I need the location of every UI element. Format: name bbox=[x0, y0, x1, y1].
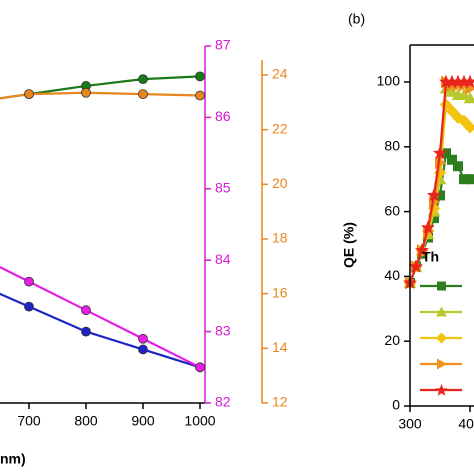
legend-swatch bbox=[437, 358, 447, 370]
point bbox=[138, 344, 148, 355]
point bbox=[465, 174, 474, 185]
point bbox=[462, 74, 474, 88]
y-tick-label: 20 bbox=[384, 332, 400, 348]
point bbox=[195, 71, 205, 82]
y-tick-label: 100 bbox=[377, 73, 401, 89]
x-tick-label: 300 bbox=[398, 416, 422, 432]
y2-tick-label: 16 bbox=[272, 284, 288, 300]
y-axis-label: QE (%) bbox=[341, 222, 357, 268]
x-tick-label: 400 bbox=[458, 416, 474, 432]
point bbox=[445, 104, 459, 118]
point bbox=[420, 220, 436, 234]
legend-swatch bbox=[436, 306, 447, 317]
point bbox=[138, 74, 148, 84]
point bbox=[24, 301, 34, 312]
y-tick-label: 0 bbox=[392, 397, 400, 413]
point bbox=[81, 305, 91, 316]
point bbox=[432, 145, 448, 160]
point bbox=[453, 161, 463, 172]
point bbox=[447, 154, 457, 165]
y-tick-label: 60 bbox=[384, 202, 400, 218]
legend-title: Th bbox=[422, 249, 439, 265]
panel-label: (b) bbox=[348, 11, 365, 27]
y-tick-label: 84 bbox=[215, 251, 231, 267]
point bbox=[24, 89, 34, 100]
point bbox=[81, 326, 91, 337]
point bbox=[138, 333, 148, 344]
y2-tick-label: 20 bbox=[272, 175, 288, 191]
y2-tick-label: 24 bbox=[272, 66, 288, 82]
y-tick-label: 86 bbox=[215, 108, 231, 124]
y2-tick-label: 14 bbox=[272, 339, 288, 355]
y2-tick-label: 22 bbox=[272, 120, 288, 136]
point bbox=[463, 91, 474, 104]
x-tick-label: 900 bbox=[131, 413, 155, 429]
point bbox=[408, 259, 424, 273]
point bbox=[81, 87, 91, 98]
plot-area bbox=[402, 74, 474, 290]
y-tick-label: 82 bbox=[215, 394, 231, 410]
y-tick-label: 40 bbox=[384, 267, 400, 283]
legend-swatch bbox=[437, 281, 446, 291]
point bbox=[24, 276, 34, 287]
point bbox=[445, 85, 459, 97]
point bbox=[195, 362, 205, 373]
x-tick-label: 800 bbox=[74, 413, 98, 429]
y-tick-label: 80 bbox=[384, 138, 400, 154]
x-tick-label: 1000 bbox=[184, 413, 215, 429]
point bbox=[414, 243, 430, 257]
x-axis-label: nm) bbox=[0, 451, 26, 467]
series-line bbox=[0, 292, 201, 369]
y-tick-label: 87 bbox=[215, 37, 231, 53]
point bbox=[457, 88, 471, 100]
point bbox=[457, 114, 471, 128]
point bbox=[195, 90, 205, 101]
point bbox=[138, 89, 148, 100]
y2-tick-label: 12 bbox=[272, 394, 288, 410]
y-tick-label: 85 bbox=[215, 180, 231, 196]
legend-swatch bbox=[435, 384, 448, 396]
point bbox=[426, 188, 442, 202]
legend-swatch bbox=[436, 332, 447, 344]
y2-tick-label: 18 bbox=[272, 230, 288, 246]
y-tick-label: 83 bbox=[215, 322, 231, 338]
x-tick-label: 700 bbox=[17, 413, 41, 429]
